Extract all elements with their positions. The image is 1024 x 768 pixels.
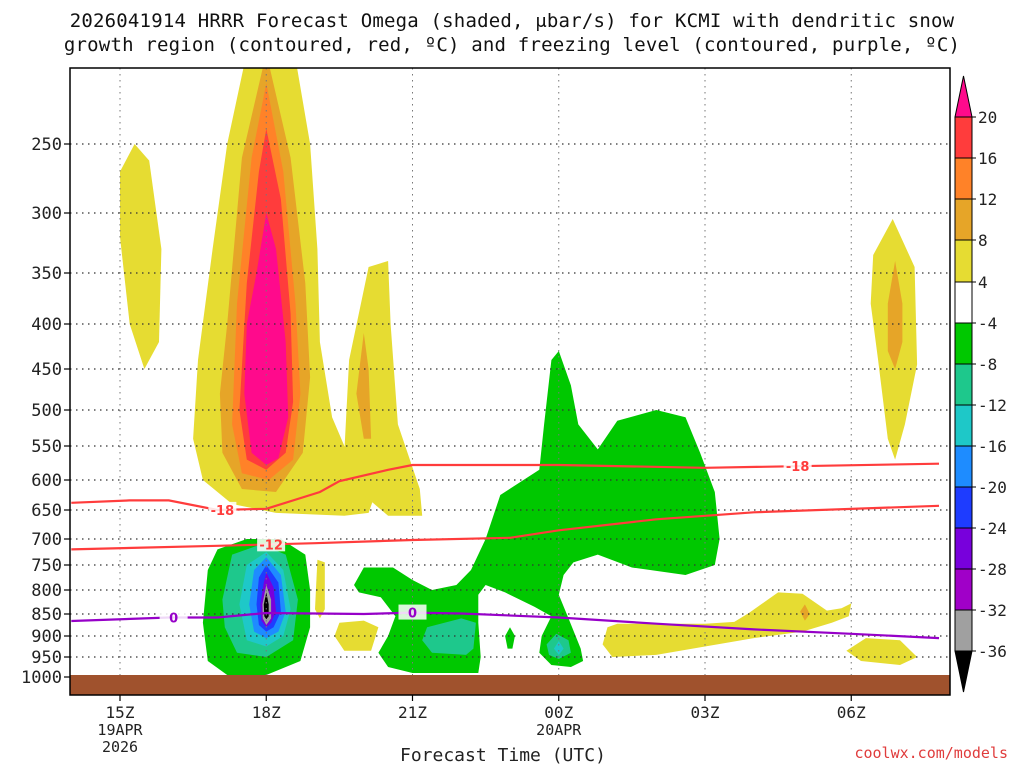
source-credit: coolwx.com/models: [854, 744, 1008, 762]
contour-label-bg: [159, 609, 188, 625]
colorbar-swatch-4: [954, 281, 973, 324]
omega-region-9: [315, 559, 325, 619]
omega-region-24: [602, 592, 852, 657]
y-tick-label-900: 900: [31, 627, 62, 647]
temperature-contours: [71, 462, 940, 640]
contour-label-1-0: -12: [259, 538, 283, 553]
colorbar-label-2: 12: [978, 190, 997, 209]
colorbar-label-13: -36: [978, 642, 1007, 661]
colorbar-swatch-9: [954, 486, 973, 529]
colorbar-swatch-12: [954, 609, 973, 652]
omega-region-19: [354, 351, 720, 673]
omega-colorbar: 20 16 12 8 4 -4 -8 -12 -16 -20 -24 -28 -32 -36: [954, 75, 1007, 693]
x-tick-label-00Z: 00Z: [544, 703, 573, 722]
colorbar-swatch-2: [954, 198, 973, 241]
colorbar-swatch-7: [954, 404, 973, 447]
y-tick-label-300: 300: [31, 204, 62, 224]
omega-region-26: [846, 638, 918, 665]
colorbar-swatch-11: [954, 568, 973, 611]
omega-region-28: [887, 261, 903, 369]
x-tick-label-06Z: 06Z: [837, 703, 866, 722]
omega-region-22: [553, 641, 564, 655]
y-tick-label-850: 850: [31, 605, 62, 625]
colorbar-swatch-1: [954, 157, 973, 200]
colorbar-label-9: -20: [978, 478, 1007, 497]
contour-line-0: [71, 462, 940, 512]
chart-title-line-2: growth region (contoured, red, ºC) and f…: [63, 34, 961, 56]
x-year-label: 2026: [102, 738, 138, 756]
colorbar-label-11: -28: [978, 560, 1007, 579]
x-axis-label: Forecast Time (UTC): [400, 745, 606, 766]
x-tick-label-03Z: 03Z: [691, 703, 720, 722]
colorbar-swatch-3: [954, 239, 973, 283]
y-tick-label-250: 250: [31, 135, 62, 155]
colorbar-swatch-5: [954, 322, 973, 365]
pressure-axis: 2503003504004505005506006507007508008509…: [21, 135, 70, 688]
colorbar-swatch-0: [954, 116, 973, 159]
x-tick-label-21Z: 21Z: [398, 703, 427, 722]
contour-line-1: [71, 504, 940, 551]
contour-line-2: [71, 611, 940, 640]
contour-label-2-1: 0: [408, 607, 417, 622]
contour-label-bg: [257, 536, 286, 552]
omega-region-25: [800, 604, 810, 621]
omega-shaded-fields: [120, 68, 918, 675]
omega-region-20: [422, 618, 476, 655]
y-tick-label-750: 750: [31, 556, 62, 576]
y-tick-label-350: 350: [31, 264, 62, 284]
gridlines: [70, 68, 950, 695]
colorbar-label-3: 8: [978, 231, 988, 250]
colorbar-swatch-10: [954, 527, 973, 570]
contour-label-bg: [208, 501, 237, 517]
y-tick-label-650: 650: [31, 501, 62, 521]
colorbar-label-0: 20: [978, 108, 997, 127]
contour-label-bg: [398, 604, 427, 620]
colorbar-label-5: -4: [978, 314, 997, 333]
omega-region-23: [505, 627, 515, 649]
contour-label-0-0: -18: [211, 504, 235, 519]
chart-title-line-1: 2026041914 HRRR Forecast Omega (shaded, …: [69, 10, 955, 32]
contour-label-bg: [783, 458, 812, 474]
x-date-label: 20APR: [536, 721, 582, 739]
colorbar-label-6: -8: [978, 355, 997, 374]
omega-region-8: [356, 333, 372, 439]
y-tick-label-600: 600: [31, 471, 62, 491]
colorbar-swatch-8: [954, 445, 973, 488]
y-tick-label-1000: 1000: [21, 668, 62, 688]
x-tick-label-18Z: 18Z: [252, 703, 281, 722]
colorbar-label-12: -32: [978, 601, 1007, 620]
y-tick-label-700: 700: [31, 530, 62, 550]
y-tick-label-950: 950: [31, 648, 62, 668]
plot-frame: [69, 67, 951, 696]
colorbar-label-8: -16: [978, 437, 1007, 456]
x-date-label: 19APR: [97, 721, 143, 739]
colorbar-label-4: 4: [978, 273, 988, 292]
colorbar-top-arrow: [954, 75, 973, 118]
contour-labels: -18 -18 -12 0 0: [159, 458, 812, 627]
omega-region-10: [334, 620, 379, 651]
y-tick-label-550: 550: [31, 437, 62, 457]
contour-label-0-1: -18: [786, 460, 810, 475]
y-tick-label-500: 500: [31, 401, 62, 421]
omega-region-7: [344, 261, 423, 516]
colorbar-label-1: 16: [978, 149, 997, 168]
y-tick-label-400: 400: [31, 315, 62, 335]
colorbar-label-10: -24: [978, 519, 1007, 538]
x-tick-label-15Z: 15Z: [106, 703, 135, 722]
contour-label-2-0: 0: [169, 612, 178, 627]
y-tick-label-450: 450: [31, 360, 62, 380]
ground-layer: [70, 675, 950, 695]
colorbar-swatch-6: [954, 363, 973, 406]
colorbar-label-7: -12: [978, 396, 1007, 415]
omega-region-0: [120, 144, 162, 369]
y-tick-label-800: 800: [31, 581, 62, 601]
colorbar-bottom-arrow: [954, 650, 973, 693]
